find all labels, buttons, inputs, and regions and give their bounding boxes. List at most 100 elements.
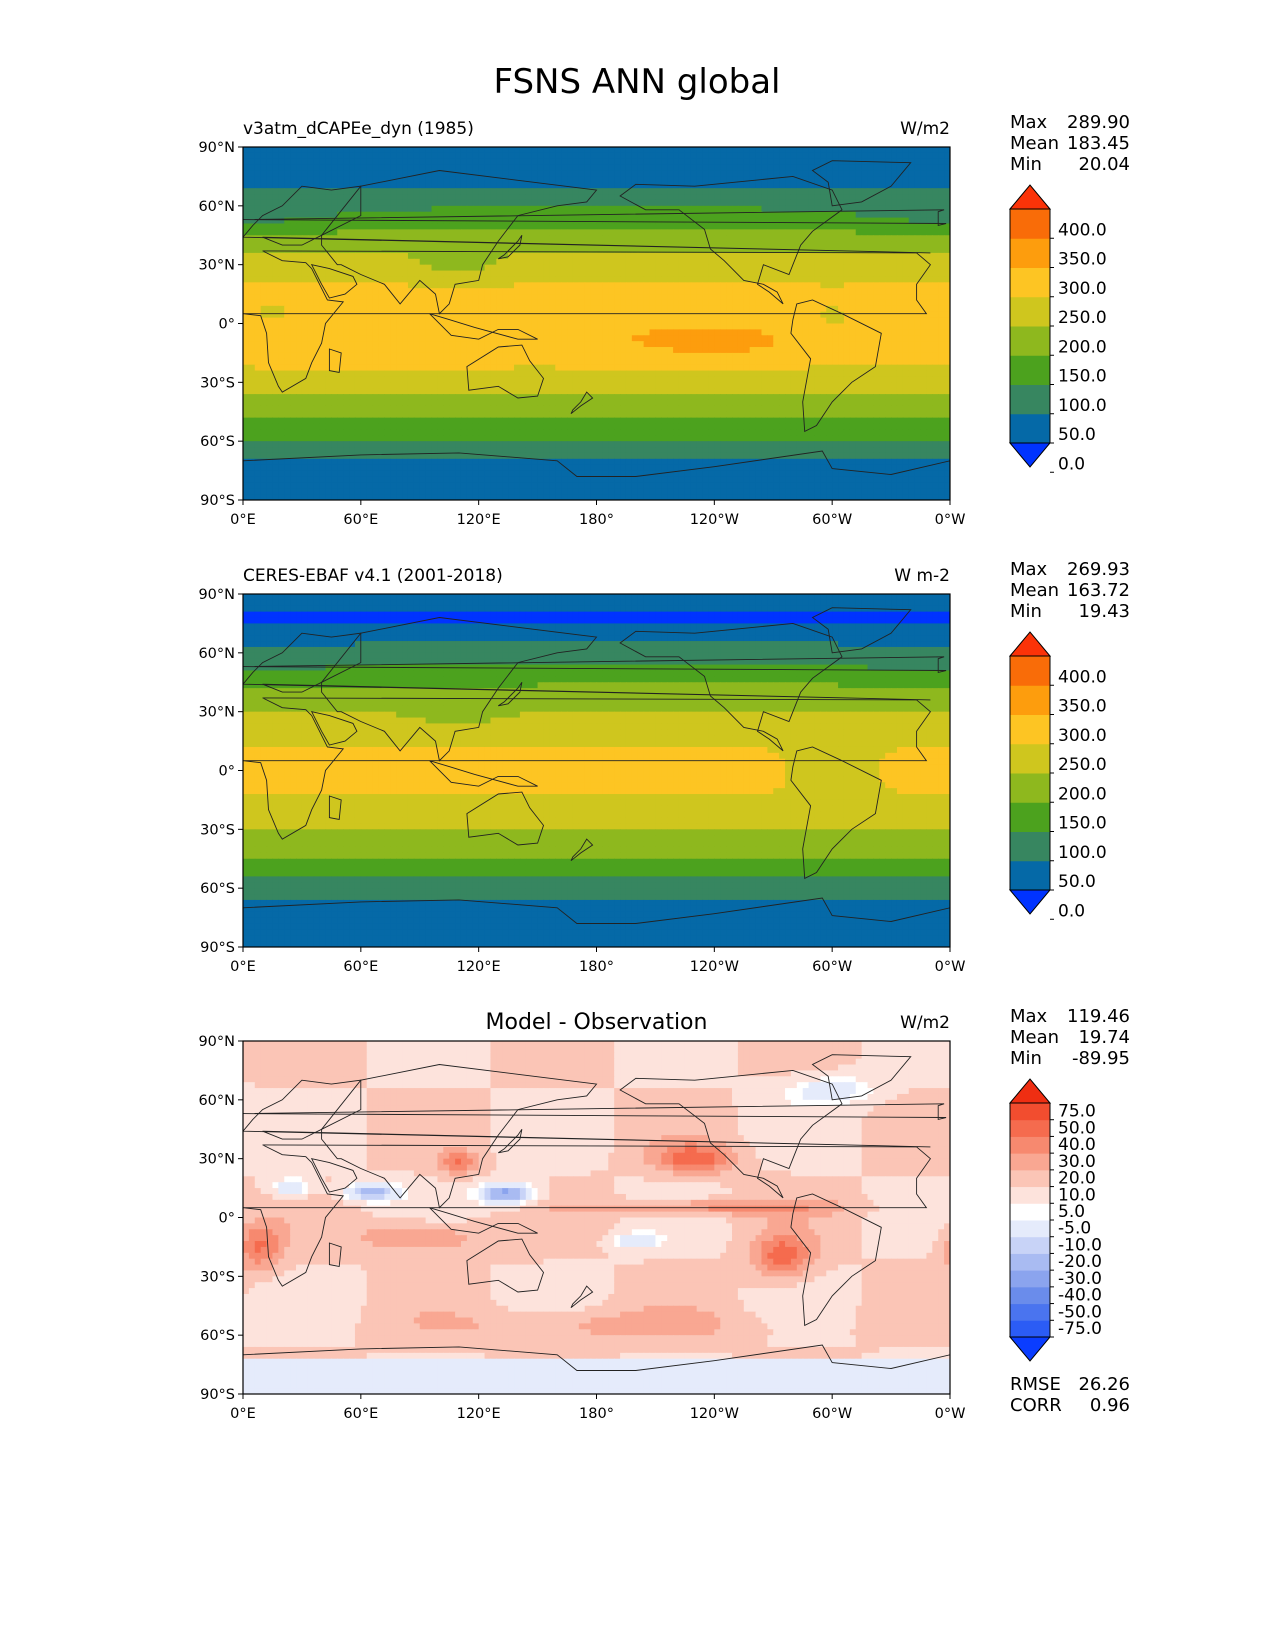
field-cell — [908, 264, 916, 272]
field-cell — [602, 323, 609, 330]
field-cell — [625, 329, 633, 336]
field-cell — [802, 241, 810, 248]
field-cell — [290, 317, 297, 325]
field-cell — [838, 152, 845, 160]
field-cell — [337, 211, 344, 219]
field-cell — [773, 323, 780, 330]
field-cell — [849, 152, 857, 160]
field-cell — [349, 358, 356, 366]
field-cell — [637, 388, 645, 395]
field-cell — [508, 370, 515, 378]
field-cell — [832, 288, 839, 295]
field-cell — [661, 211, 668, 219]
field-cell — [608, 276, 615, 283]
field-cell — [431, 358, 439, 366]
field-cell — [266, 247, 274, 254]
field-cell — [531, 358, 539, 366]
field-cell — [749, 311, 757, 319]
field-cell — [802, 311, 810, 319]
field-cell — [802, 305, 810, 313]
field-cell — [714, 323, 721, 330]
field-cell — [307, 335, 315, 342]
field-cell — [437, 247, 444, 254]
field-cell — [684, 270, 692, 278]
field-cell — [902, 170, 910, 178]
field-cell — [625, 158, 633, 166]
field-cell — [354, 305, 362, 313]
field-cell — [549, 382, 556, 389]
field-cell — [478, 241, 486, 248]
field-cell — [278, 364, 285, 372]
field-cell — [649, 294, 657, 301]
field-cell — [926, 188, 933, 195]
field-cell — [266, 223, 274, 230]
field-cell — [248, 317, 256, 325]
field-cell — [678, 211, 686, 219]
field-cell — [637, 270, 645, 278]
field-cell — [885, 341, 892, 348]
field-cell — [614, 364, 621, 372]
field-cell — [567, 247, 574, 254]
field-cell — [466, 329, 474, 336]
field-cell — [260, 194, 268, 201]
field-cell — [678, 299, 686, 307]
field-cell — [567, 229, 574, 236]
field-cell — [714, 317, 721, 325]
field-cell — [272, 258, 279, 266]
field-cell — [354, 335, 362, 342]
field-cell — [443, 282, 450, 289]
field-cell — [296, 241, 303, 248]
field-cell — [908, 282, 916, 289]
field-cell — [678, 252, 686, 260]
field-cell — [519, 199, 527, 207]
field-cell — [614, 388, 621, 395]
field-cell — [732, 147, 739, 154]
field-cell — [478, 235, 486, 242]
field-cell — [678, 241, 686, 248]
field-cell — [307, 352, 315, 360]
field-cell — [572, 270, 580, 278]
field-cell — [696, 247, 704, 254]
field-cell — [720, 235, 727, 242]
field-cell — [502, 188, 509, 195]
field-cell — [767, 305, 774, 313]
field-cell — [354, 311, 362, 319]
field-cell — [243, 282, 250, 289]
field-cell — [266, 323, 274, 330]
field-cell — [343, 199, 350, 207]
field-cell — [449, 247, 456, 254]
field-cell — [714, 217, 721, 225]
field-cell — [431, 276, 439, 283]
field-cell — [690, 258, 698, 266]
field-cell — [926, 358, 933, 366]
field-cell — [402, 211, 409, 219]
field-cell — [696, 205, 704, 213]
field-cell — [313, 258, 321, 266]
field-cell — [696, 299, 704, 307]
field-cell — [413, 282, 421, 289]
field-cell — [820, 282, 827, 289]
field-cell — [443, 223, 450, 230]
field-cell — [678, 152, 686, 160]
field-cell — [543, 299, 550, 307]
field-cell — [296, 311, 303, 319]
field-cell — [755, 288, 763, 295]
field-cell — [460, 258, 468, 266]
field-cell — [867, 352, 875, 360]
field-cell — [631, 205, 639, 213]
field-cell — [820, 252, 827, 260]
field-cell — [625, 176, 633, 183]
field-cell — [720, 182, 727, 189]
field-cell — [313, 376, 321, 383]
field-cell — [944, 199, 950, 207]
field-cell — [425, 352, 433, 360]
field-cell — [702, 323, 710, 330]
field-cell — [885, 182, 892, 189]
field-cell — [407, 370, 415, 378]
field-cell — [260, 352, 268, 360]
field-cell — [531, 223, 539, 230]
field-cell — [714, 176, 721, 183]
field-cell — [944, 152, 950, 160]
field-cell — [455, 247, 462, 254]
field-cell — [431, 170, 439, 178]
